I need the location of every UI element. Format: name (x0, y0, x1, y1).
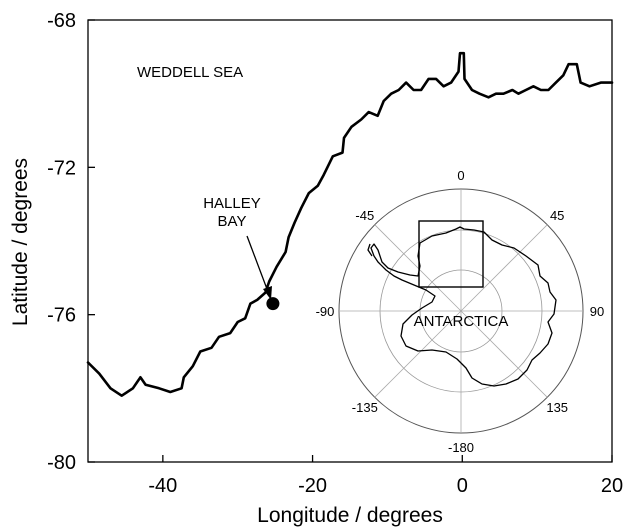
inset-meridian-labels: 0 45 90 135 -180 -135 -90 -45 (316, 168, 605, 455)
antarctica-label: ANTARCTICA (414, 313, 509, 330)
inset-polar-map: 0 45 90 135 -180 -135 -90 -45 ANTARCTICA (316, 168, 605, 455)
x-tick-label: -20 (298, 475, 327, 497)
inset-meridian-label: 90 (590, 304, 604, 319)
inset-meridian-label: 135 (546, 400, 568, 415)
inset-meridian-line (460, 224, 548, 312)
plot-frame (87, 19, 613, 463)
y-axis-ticks: -68 -72 -76 -80 (47, 10, 95, 474)
coastline (86, 51, 614, 397)
y-tick-label: -72 (47, 157, 76, 179)
inset-meridian-label: -45 (355, 208, 374, 223)
inset-meridian-label: 45 (550, 208, 564, 223)
inset-meridian-label: -90 (316, 304, 335, 319)
x-axis-ticks: -40 -20 0 20 (148, 455, 623, 497)
y-tick-label: -68 (47, 10, 76, 32)
x-tick-label: 20 (601, 475, 623, 497)
antarctica-coastline (370, 226, 557, 387)
inset-peninsula-detail (367, 243, 373, 257)
inset-meridian-label: -135 (352, 400, 378, 415)
x-axis-title: Longitude / degrees (257, 504, 443, 527)
inset-meridian-lines (339, 189, 583, 433)
station-arrow (246, 235, 272, 300)
inset-meridian-label: 0 (457, 168, 464, 183)
inset-meridian-line (374, 310, 462, 398)
inset-meridian-line (374, 224, 462, 312)
halley-bay-label-line1: HALLEY (203, 195, 261, 212)
x-tick-label: -40 (148, 475, 177, 497)
inset-meridian-label: -180 (448, 440, 474, 455)
y-tick-label: -76 (47, 305, 76, 327)
inset-study-area-box (418, 220, 484, 288)
weddell-sea-label: WEDDELL SEA (137, 64, 243, 81)
inset-meridian-line (460, 310, 548, 398)
x-tick-label: 0 (457, 475, 468, 497)
halley-bay-station-marker (266, 297, 280, 311)
halley-bay-label-line2: BAY (218, 213, 247, 230)
y-axis-title: Latitude / degrees (9, 158, 32, 326)
y-tick-label: -80 (47, 452, 76, 474)
